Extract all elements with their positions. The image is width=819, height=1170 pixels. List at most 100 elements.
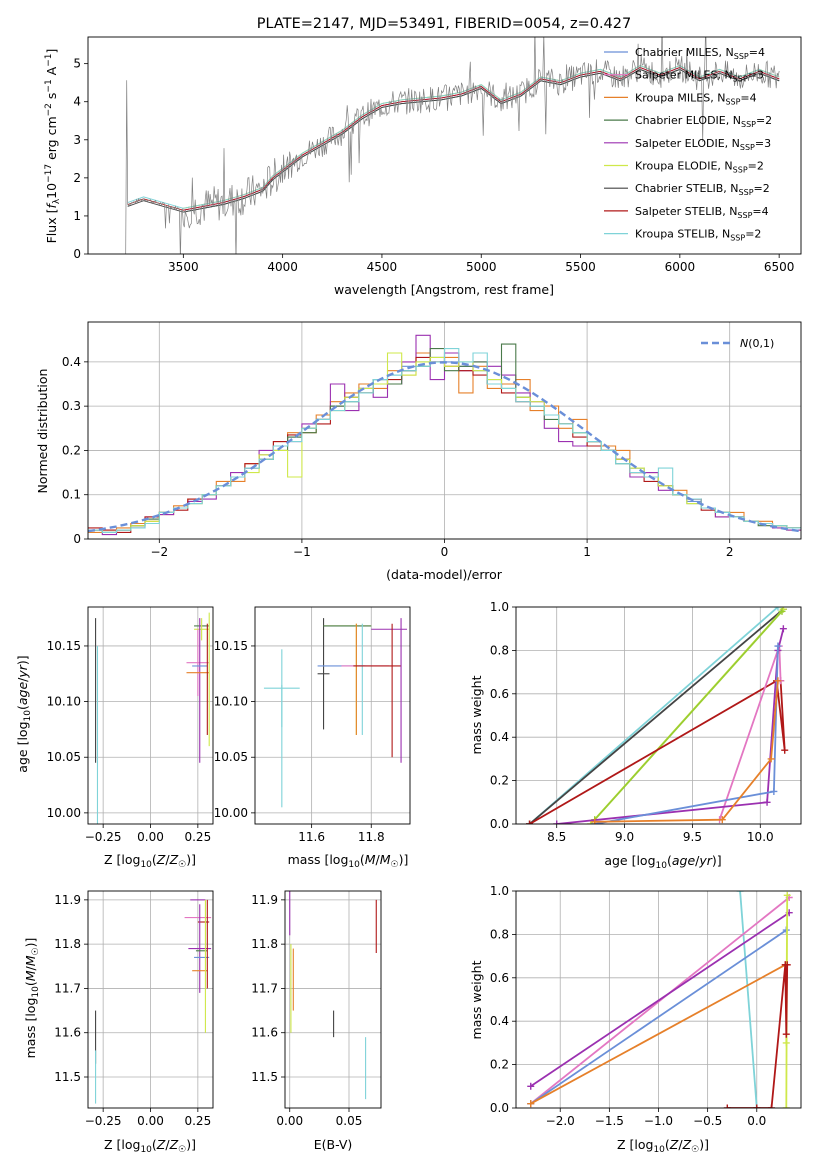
mass-ebv-ytick-label: 11.5 <box>251 1070 278 1084</box>
weight-age-plot-area <box>526 607 789 824</box>
weight-age-xlabel: age [log10(age/yr)] <box>604 853 721 871</box>
weight-z-line <box>530 929 787 1105</box>
spectrum-data-line <box>125 37 780 254</box>
legend-count: =3 <box>748 69 764 82</box>
weight-z-xlabel: Z [log10(Z/Z☉)] <box>617 1137 709 1155</box>
legend-count: =4 <box>740 91 756 104</box>
weight-age-axes: 8.5 9.0 9.5 10.0 0.0 0.2 0.4 0.6 0.8 1.0 <box>490 600 802 844</box>
mass-z-ytick-label: 11.8 <box>54 937 81 951</box>
legend-subscript: SSP <box>741 120 756 129</box>
weight-age-marker <box>767 755 775 763</box>
weight-age-marker <box>591 818 599 824</box>
spectrum-xtick-label: 4000 <box>267 260 298 274</box>
spectrum-xtick-label: 6500 <box>764 260 795 274</box>
spectrum-frame <box>87 36 802 255</box>
weight-z-marker <box>753 1104 761 1108</box>
spectrum-xtick-label: 4500 <box>367 260 398 274</box>
spectrum-plot-area <box>125 37 780 254</box>
legend-subscript: SSP <box>740 143 755 152</box>
weight-age-marker <box>774 677 782 685</box>
weight-age-line <box>529 679 786 824</box>
mass-ebv-xtick-label: 0.00 <box>276 1114 303 1128</box>
weight-z-xtick-label: 0.0 <box>747 1114 766 1128</box>
weight-age-marker <box>526 820 534 824</box>
weight-age-xtick-label: 8.5 <box>547 830 566 844</box>
mass-z-plot-area <box>95 899 212 1104</box>
weight-z-marker <box>527 1100 535 1108</box>
weight-z-frame <box>515 890 802 1109</box>
spectrum-legend-label: Kroupa ELODIE, NSSP=2 <box>635 160 764 175</box>
weight-z-xtick-label: −2.0 <box>546 1114 575 1128</box>
weight-z-ylabel: mass weight <box>469 960 484 1039</box>
weight-age-marker <box>553 820 561 824</box>
spectrum-axes: 3500 4000 4500 5000 5500 6000 6500 0 1 2 3 4 5 Chabri… <box>73 36 802 274</box>
weight-age-marker <box>779 625 787 633</box>
mass-z-ytick-label: 11.6 <box>54 1026 81 1040</box>
weight-z-xtick-label: −0.5 <box>693 1114 722 1128</box>
weight-z-xtick-label: −1.5 <box>595 1114 624 1128</box>
spectrum-legend-label: Kroupa STELIB, NSSP=2 <box>635 228 761 243</box>
weight-age-line <box>594 646 779 824</box>
legend-count: =4 <box>749 46 765 59</box>
weight-age-ytick-label: 1.0 <box>490 600 509 614</box>
spectrum-legend-label: Kroupa MILES, NSSP=4 <box>635 91 757 106</box>
age-z-xtick-label: 0.25 <box>184 830 211 844</box>
age-z-ytick-label: 10.15 <box>47 639 81 653</box>
mass-ebv-xlabel: E(B-V) <box>314 1137 353 1152</box>
weight-z-ytick-label: 0.6 <box>490 971 509 985</box>
weight-age-marker <box>763 798 771 806</box>
age-mass-axes: 11.6 11.8 10.00 10.05 10.10 10.15 <box>214 606 411 844</box>
spectrum-model-line <box>127 68 780 213</box>
weight-age-xtick-label: 10.0 <box>747 830 774 844</box>
residual-xtick-label: 0 <box>441 545 449 559</box>
age-z-plot-area <box>95 612 210 824</box>
legend-count: =4 <box>752 205 768 218</box>
legend-subscript: SSP <box>737 211 752 220</box>
age-z-axes: −0.25 0.00 0.25 10.00 10.05 10.10 10.15 <box>47 606 214 844</box>
mass-z-xlabel: Z [log10(Z/Z☉)] <box>104 1137 196 1155</box>
weight-z-marker <box>783 961 791 969</box>
weight-age-ylabel: mass weight <box>469 675 484 754</box>
mass-ebv-frame <box>284 890 382 1109</box>
spectrum-legend-label: Chabrier MILES, NSSP=4 <box>635 46 765 61</box>
mass-ebv-ytick-label: 11.7 <box>251 981 278 995</box>
weight-age-ytick-label: 0.8 <box>490 643 509 657</box>
residual-xtick-label: −1 <box>293 545 311 559</box>
spectrum-title: PLATE=2147, MJD=53491, FIBERID=0054, z=0… <box>257 16 631 32</box>
spectrum-ytick-label: 5 <box>73 57 81 71</box>
legend-count: =2 <box>754 182 770 195</box>
spectrum-legend-label: Salpeter MILES, NSSP=3 <box>635 69 764 84</box>
spectrum-model-line <box>127 65 780 209</box>
mass-z-axes: −0.25 0.00 0.25 11.5 11.6 11.7 11.8 11.9 <box>54 890 214 1128</box>
weight-z-marker <box>723 1104 731 1108</box>
weight-z-xtick-label: −1.0 <box>644 1114 673 1128</box>
residual-ylabel: Normed distribution <box>35 369 50 494</box>
weight-age-marker <box>770 787 778 795</box>
age-mass-ytick-label: 10.15 <box>214 639 248 653</box>
legend-label-gaussian: N(0,1) <box>740 337 774 350</box>
spectrum-ytick-label: 4 <box>73 95 81 109</box>
weight-z-ytick-label: 0.8 <box>490 927 509 941</box>
residual-xtick-label: 1 <box>583 545 591 559</box>
age-z-ytick-label: 10.10 <box>47 695 81 709</box>
weight-age-ytick-label: 0.6 <box>490 687 509 701</box>
weight-z-marker <box>527 1082 535 1090</box>
residual-plot-area <box>88 334 801 536</box>
weight-age-xtick-label: 9.5 <box>683 830 702 844</box>
spectrum-xtick-label: 3500 <box>168 260 199 274</box>
spectrum-xtick-label: 6000 <box>665 260 696 274</box>
weight-z-marker <box>782 1039 790 1047</box>
legend-subscript: SSP <box>739 188 754 197</box>
weight-age-frame <box>515 606 802 825</box>
residual-ytick-label: 0.3 <box>62 399 81 413</box>
weight-z-line <box>530 964 786 1105</box>
age-mass-frame <box>254 606 411 825</box>
age-z-frame <box>87 606 214 825</box>
weight-age-marker <box>781 746 789 754</box>
weight-age-ytick-label: 0.4 <box>490 730 509 744</box>
age-z-ytick-label: 10.05 <box>47 750 81 764</box>
spectrum-legend-label: Chabrier ELODIE, NSSP=2 <box>635 114 772 129</box>
age-z-ylabel: age [log10(age/yr)] <box>15 655 33 772</box>
spectrum-ytick-label: 2 <box>73 171 81 185</box>
age-mass-plot-area <box>263 618 408 808</box>
